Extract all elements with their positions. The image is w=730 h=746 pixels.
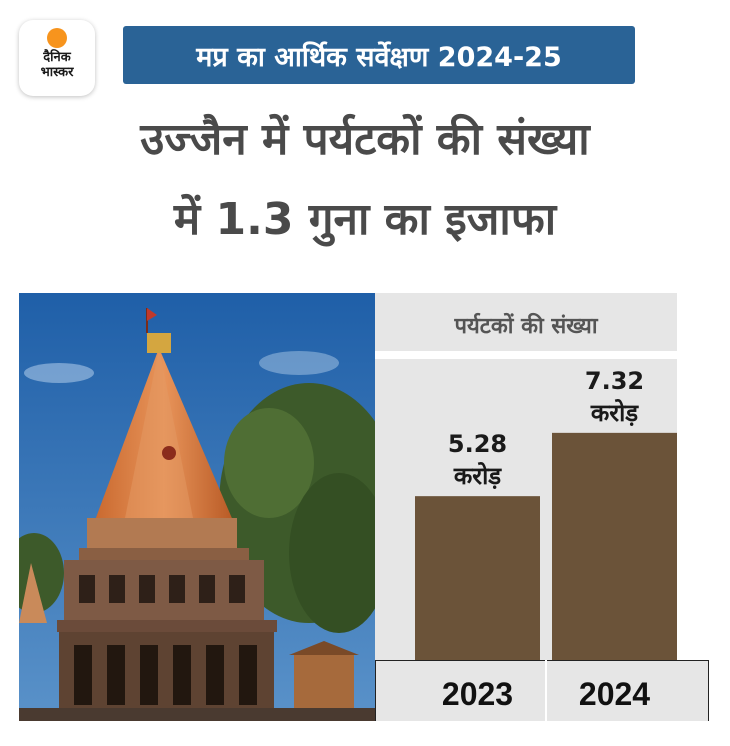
bar-2024	[552, 432, 677, 660]
chart-title-band	[375, 293, 677, 351]
headline-line-1: उज्जैन में पर्यटकों की संख्या	[140, 114, 590, 165]
bar-chart: पर्यटकों की संख्या 5.28 करोड़ 2023 7.32 करोड़…	[375, 293, 709, 721]
logo-text-line1: दैनिक	[43, 50, 71, 65]
headline-line-2: में 1.3 गुना का इजाफा	[173, 194, 557, 245]
x-tick-label-2023: 2023	[442, 676, 513, 712]
data-label-unit-2023: करोड़	[453, 462, 502, 490]
data-label-value-2023: 5.28	[448, 430, 507, 458]
sun-icon	[47, 28, 67, 48]
chart-title: पर्यटकों की संख्या	[453, 312, 598, 339]
data-label-value-2024: 7.32	[585, 367, 644, 395]
bar-2023	[415, 496, 540, 660]
mahakal-temple-photo	[19, 293, 375, 721]
logo-text-line2: भास्कर	[40, 65, 74, 80]
x-axis-band	[375, 660, 709, 721]
dainik-bhaskar-logo: दैनिक भास्कर	[19, 20, 95, 96]
survey-tag: मप्र का आर्थिक सर्वेक्षण 2024-25	[123, 26, 635, 84]
x-tick-label-2024: 2024	[579, 676, 650, 712]
data-label-unit-2024: करोड़	[590, 399, 639, 427]
chart-panel: पर्यटकों की संख्या 5.28 करोड़ 2023 7.32 करोड़…	[375, 293, 709, 721]
